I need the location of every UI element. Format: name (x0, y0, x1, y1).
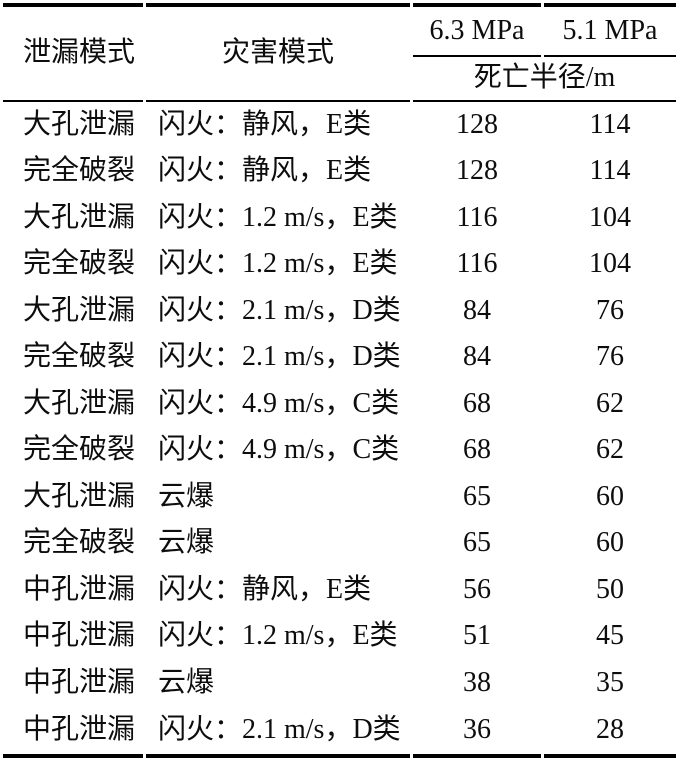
value-cell-6-3: 128 (456, 108, 498, 140)
leak-mode-cell: 完全破裂 (23, 248, 136, 280)
table-row: 大孔泄漏 云爆 65 60 (3, 474, 676, 521)
table-row: 大孔泄漏 闪火：静风，E类 128 114 (3, 102, 676, 149)
leak-mode-cell: 完全破裂 (23, 527, 136, 559)
value-cell-6-3: 56 (463, 573, 491, 605)
table-row: 大孔泄漏 闪火：2.1 m/s，D类 84 76 (3, 288, 676, 335)
leak-mode-cell: 大孔泄漏 (23, 108, 136, 140)
hazard-mode-cell: 闪火：静风，E类 (158, 108, 372, 140)
leak-mode-cell: 中孔泄漏 (23, 573, 136, 605)
value-cell-5-1: 60 (596, 480, 624, 512)
table-row: 中孔泄漏 闪火：静风，E类 56 50 (3, 567, 676, 614)
table-row: 中孔泄漏 闪火：1.2 m/s，E类 51 45 (3, 614, 676, 661)
leak-mode-cell: 大孔泄漏 (23, 387, 136, 419)
leak-mode-cell: 中孔泄漏 (23, 666, 136, 698)
table-body: 大孔泄漏 闪火：静风，E类 128 114 完全破裂 闪火：静风，E类 128 … (3, 102, 676, 758)
table-row: 完全破裂 闪火：4.9 m/s，C类 68 62 (3, 428, 676, 475)
value-cell-6-3: 116 (456, 201, 498, 233)
value-cell-6-3: 36 (413, 707, 541, 758)
table-row: 中孔泄漏 云爆 38 35 (3, 660, 676, 707)
hazard-mode-cell: 闪火：1.2 m/s，E类 (158, 201, 398, 233)
leak-mode-cell: 中孔泄漏 (23, 620, 136, 652)
hazard-mode-cell: 闪火：1.2 m/s，E类 (158, 620, 398, 652)
value-cell-5-1: 28 (544, 707, 676, 758)
value-cell-5-1: 76 (596, 341, 624, 373)
hazard-mode-cell: 闪火：静风，E类 (158, 155, 372, 187)
table-row: 完全破裂 闪火：静风，E类 128 114 (3, 149, 676, 196)
col-header-hazard-mode: 灾害模式 (146, 3, 410, 102)
leak-mode-cell: 完全破裂 (23, 341, 136, 373)
value-cell-6-3: 116 (456, 248, 498, 280)
table-header: 泄漏模式 灾害模式 6.3 MPa 5.1 MPa 死亡半径/m (3, 3, 676, 102)
value-cell-6-3: 51 (463, 620, 491, 652)
value-cell-5-1: 50 (596, 573, 624, 605)
fatality-radius-table: 泄漏模式 灾害模式 6.3 MPa 5.1 MPa 死亡半径/m 大孔泄漏 闪火… (0, 3, 679, 758)
leak-mode-cell: 大孔泄漏 (23, 480, 136, 512)
hazard-mode-cell: 闪火：1.2 m/s，E类 (158, 248, 398, 280)
value-cell-5-1: 104 (589, 248, 631, 280)
value-cell-5-1: 62 (596, 434, 624, 466)
hazard-mode-cell: 闪火：4.9 m/s，C类 (158, 434, 400, 466)
value-cell-5-1: 60 (596, 527, 624, 559)
col-header-leak-mode: 泄漏模式 (3, 3, 143, 102)
leak-mode-cell: 中孔泄漏 (3, 707, 143, 758)
value-cell-6-3: 68 (463, 387, 491, 419)
value-cell-6-3: 128 (456, 155, 498, 187)
hazard-mode-cell: 闪火：2.1 m/s，D类 (146, 707, 410, 758)
hazard-mode-cell: 闪火：4.9 m/s，C类 (158, 387, 400, 419)
value-cell-5-1: 104 (589, 201, 631, 233)
value-cell-6-3: 38 (463, 666, 491, 698)
value-cell-5-1: 114 (589, 108, 631, 140)
value-cell-6-3: 84 (463, 294, 491, 326)
table-row: 完全破裂 闪火：1.2 m/s，E类 116 104 (3, 242, 676, 289)
col-header-pressure-6-3: 6.3 MPa (413, 3, 541, 57)
col-header-death-radius: 死亡半径/m (413, 57, 676, 102)
header-row-radius: 死亡半径/m (3, 57, 676, 102)
leak-mode-cell: 大孔泄漏 (23, 294, 136, 326)
hazard-mode-cell: 云爆 (158, 480, 215, 512)
hazard-mode-cell: 闪火：2.1 m/s，D类 (158, 294, 401, 326)
leak-mode-cell: 完全破裂 (23, 155, 136, 187)
header-row-pressures: 泄漏模式 灾害模式 6.3 MPa 5.1 MPa (3, 3, 676, 102)
value-cell-6-3: 65 (463, 527, 491, 559)
value-cell-6-3: 68 (463, 434, 491, 466)
col-header-pressure-5-1: 5.1 MPa (544, 3, 676, 57)
table-row: 完全破裂 云爆 65 60 (3, 521, 676, 568)
leak-mode-cell: 大孔泄漏 (23, 201, 136, 233)
hazard-mode-cell: 闪火：静风，E类 (158, 573, 372, 605)
value-cell-5-1: 62 (596, 387, 624, 419)
hazard-mode-cell: 云爆 (158, 527, 215, 559)
hazard-mode-cell: 闪火：2.1 m/s，D类 (158, 341, 401, 373)
table-row: 大孔泄漏 闪火：1.2 m/s，E类 116 104 (3, 195, 676, 242)
value-cell-5-1: 45 (596, 620, 624, 652)
hazard-mode-cell: 云爆 (158, 666, 215, 698)
value-cell-5-1: 35 (596, 666, 624, 698)
table-row: 大孔泄漏 闪火：4.9 m/s，C类 68 62 (3, 381, 676, 428)
value-cell-5-1: 114 (589, 155, 631, 187)
value-cell-5-1: 76 (596, 294, 624, 326)
value-cell-6-3: 65 (463, 480, 491, 512)
value-cell-6-3: 84 (463, 341, 491, 373)
leak-mode-cell: 完全破裂 (23, 434, 136, 466)
table-row: 中孔泄漏 闪火：2.1 m/s，D类 36 28 (3, 707, 676, 758)
table-row: 完全破裂 闪火：2.1 m/s，D类 84 76 (3, 335, 676, 382)
